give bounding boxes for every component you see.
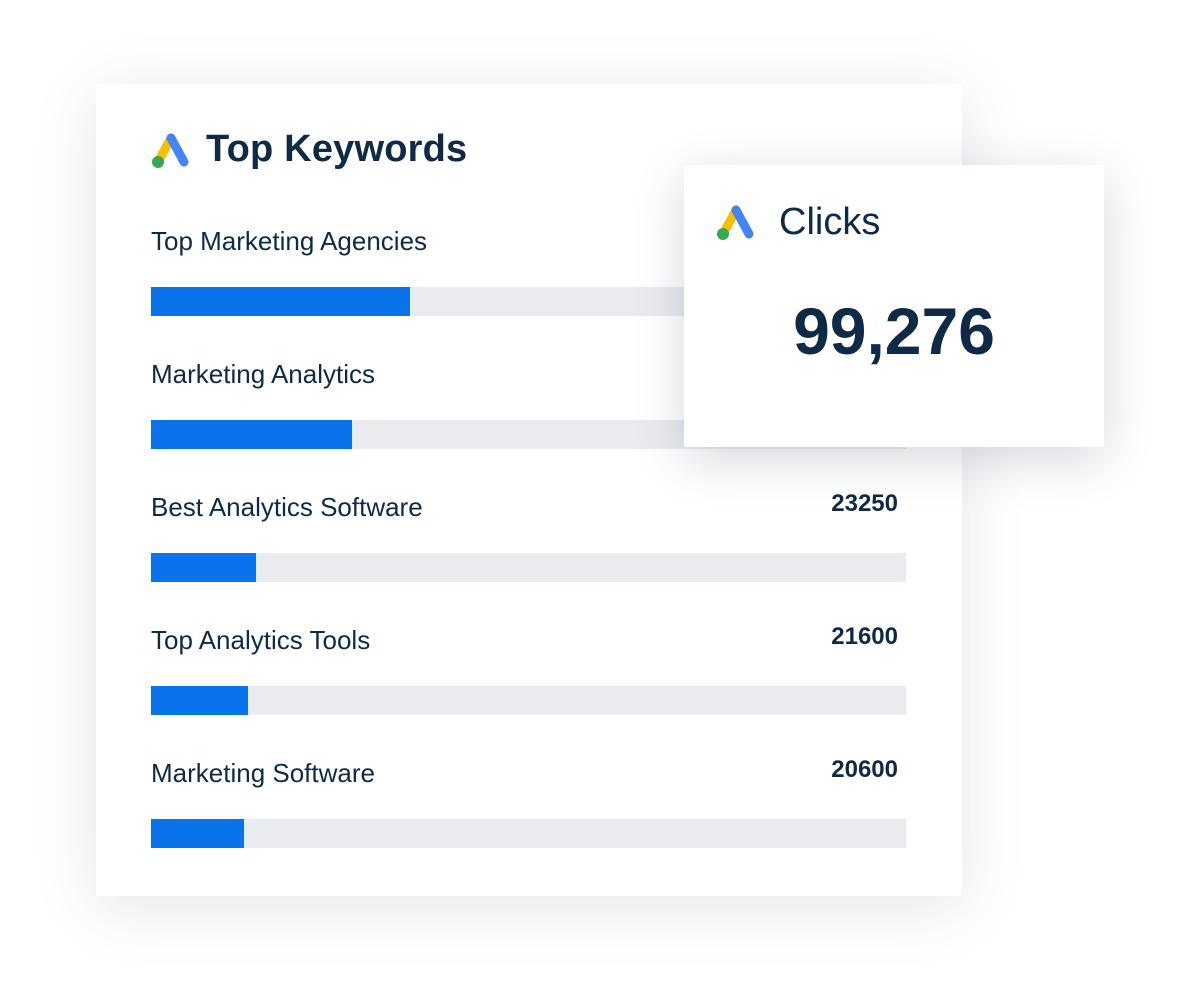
keyword-value: 21600	[831, 623, 898, 650]
clicks-card: Clicks 99,276	[684, 165, 1104, 447]
keyword-value: 23250	[831, 490, 898, 517]
keyword-label: Best Analytics Software	[151, 492, 423, 522]
bar-track	[151, 686, 906, 715]
ads-logo	[717, 205, 754, 240]
bar	[151, 420, 352, 449]
keyword-label: Marketing Software	[151, 758, 375, 788]
bar	[151, 686, 249, 715]
card-title: Top Keywords	[206, 128, 468, 170]
bar	[151, 287, 410, 316]
bar	[151, 553, 256, 582]
bar-track	[151, 819, 906, 848]
metric-label: Clicks	[779, 201, 881, 243]
ads-logo	[152, 133, 189, 168]
keyword-label: Top Marketing Agencies	[151, 226, 428, 256]
keyword-label: Top Analytics Tools	[151, 625, 371, 655]
metric-value: 99,276	[793, 294, 995, 368]
keyword-value: 20600	[831, 756, 898, 783]
bar-track	[151, 553, 906, 582]
bar	[151, 819, 244, 848]
keyword-label: Marketing Analytics	[151, 359, 375, 389]
